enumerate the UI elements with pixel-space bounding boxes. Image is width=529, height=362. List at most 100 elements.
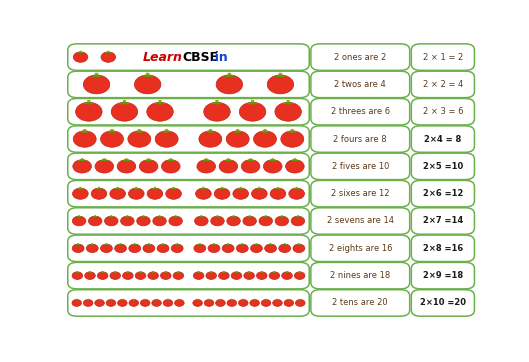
Ellipse shape	[226, 131, 249, 147]
Polygon shape	[207, 299, 212, 300]
FancyBboxPatch shape	[279, 73, 282, 77]
FancyBboxPatch shape	[294, 158, 296, 161]
FancyBboxPatch shape	[412, 235, 475, 262]
FancyBboxPatch shape	[277, 299, 278, 300]
Polygon shape	[140, 216, 147, 217]
Text: 2 fours are 8: 2 fours are 8	[333, 135, 387, 144]
Polygon shape	[174, 244, 180, 245]
Ellipse shape	[208, 244, 220, 253]
Ellipse shape	[88, 216, 102, 226]
Polygon shape	[287, 130, 298, 133]
Polygon shape	[234, 272, 239, 273]
Polygon shape	[114, 188, 122, 189]
Polygon shape	[282, 244, 288, 245]
Text: .in: .in	[211, 51, 228, 64]
Polygon shape	[151, 188, 159, 189]
FancyBboxPatch shape	[154, 187, 156, 189]
Ellipse shape	[259, 216, 272, 226]
Polygon shape	[247, 216, 253, 217]
Polygon shape	[268, 244, 273, 245]
Polygon shape	[208, 272, 214, 273]
FancyBboxPatch shape	[83, 129, 86, 132]
Polygon shape	[106, 130, 118, 133]
FancyBboxPatch shape	[209, 129, 212, 132]
FancyBboxPatch shape	[273, 271, 275, 273]
Ellipse shape	[148, 272, 159, 279]
Ellipse shape	[110, 272, 121, 279]
Ellipse shape	[279, 244, 290, 253]
FancyBboxPatch shape	[111, 215, 112, 217]
Polygon shape	[118, 102, 131, 105]
Polygon shape	[154, 299, 159, 300]
Text: 2×6 =12: 2×6 =12	[423, 189, 463, 198]
FancyBboxPatch shape	[216, 215, 218, 217]
Polygon shape	[290, 159, 299, 161]
FancyBboxPatch shape	[298, 243, 299, 245]
FancyBboxPatch shape	[277, 187, 279, 189]
Ellipse shape	[147, 188, 163, 199]
FancyBboxPatch shape	[170, 158, 172, 161]
FancyBboxPatch shape	[412, 180, 475, 207]
Polygon shape	[252, 299, 257, 300]
FancyBboxPatch shape	[249, 215, 251, 217]
FancyBboxPatch shape	[115, 271, 116, 273]
FancyBboxPatch shape	[125, 158, 127, 161]
Text: 2 threes are 6: 2 threes are 6	[331, 107, 390, 116]
Ellipse shape	[296, 299, 305, 306]
Ellipse shape	[227, 299, 236, 306]
FancyBboxPatch shape	[249, 271, 250, 273]
FancyBboxPatch shape	[152, 271, 154, 273]
Ellipse shape	[84, 299, 93, 306]
FancyBboxPatch shape	[78, 215, 80, 217]
Text: 2 × 3 = 6: 2 × 3 = 6	[423, 107, 463, 116]
FancyBboxPatch shape	[127, 271, 129, 273]
Ellipse shape	[84, 75, 110, 94]
FancyBboxPatch shape	[311, 44, 409, 70]
FancyBboxPatch shape	[412, 71, 475, 98]
Ellipse shape	[272, 299, 282, 306]
FancyBboxPatch shape	[117, 187, 118, 189]
FancyBboxPatch shape	[215, 100, 218, 104]
Ellipse shape	[101, 131, 123, 147]
Ellipse shape	[155, 131, 178, 147]
Ellipse shape	[206, 272, 216, 279]
Ellipse shape	[72, 244, 84, 253]
Polygon shape	[105, 52, 112, 53]
FancyBboxPatch shape	[270, 243, 271, 245]
Polygon shape	[275, 299, 280, 300]
Ellipse shape	[97, 272, 108, 279]
FancyBboxPatch shape	[261, 271, 262, 273]
Polygon shape	[166, 299, 170, 300]
Ellipse shape	[128, 131, 151, 147]
Polygon shape	[132, 244, 138, 245]
Polygon shape	[232, 130, 243, 133]
Polygon shape	[77, 52, 84, 53]
Ellipse shape	[163, 299, 173, 306]
Polygon shape	[77, 188, 84, 189]
FancyBboxPatch shape	[311, 235, 409, 262]
Ellipse shape	[243, 216, 257, 226]
Polygon shape	[205, 130, 216, 133]
FancyBboxPatch shape	[68, 180, 309, 207]
FancyBboxPatch shape	[311, 290, 409, 316]
FancyBboxPatch shape	[311, 208, 409, 234]
Polygon shape	[131, 299, 136, 300]
Polygon shape	[89, 244, 95, 245]
FancyBboxPatch shape	[311, 71, 409, 98]
Polygon shape	[161, 130, 172, 133]
Polygon shape	[223, 75, 236, 77]
FancyBboxPatch shape	[172, 187, 175, 189]
Ellipse shape	[239, 299, 248, 306]
FancyBboxPatch shape	[98, 187, 100, 189]
FancyBboxPatch shape	[68, 153, 309, 180]
FancyBboxPatch shape	[111, 129, 113, 132]
FancyBboxPatch shape	[296, 187, 298, 189]
Ellipse shape	[194, 244, 206, 253]
Polygon shape	[247, 272, 252, 273]
Polygon shape	[246, 102, 259, 105]
Ellipse shape	[136, 216, 150, 226]
Polygon shape	[211, 244, 217, 245]
FancyBboxPatch shape	[159, 215, 160, 217]
FancyBboxPatch shape	[107, 51, 109, 53]
Polygon shape	[92, 216, 98, 217]
